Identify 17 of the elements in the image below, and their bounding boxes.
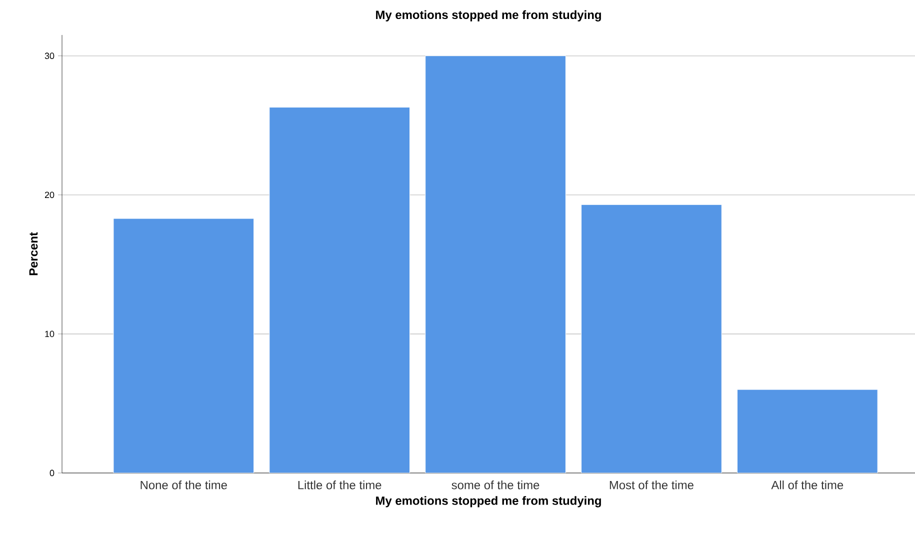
bar xyxy=(736,389,878,473)
bar xyxy=(581,204,722,473)
x-tick-label: Most of the time xyxy=(610,480,694,490)
x-tick-label: All of the time xyxy=(771,480,844,490)
y-axis-title: Percent xyxy=(29,232,38,276)
x-tick-label: some of the time xyxy=(452,480,540,490)
y-tick-label: 10 xyxy=(45,330,54,338)
y-tick-label: 0 xyxy=(50,470,54,476)
x-tick-label: Little of the time xyxy=(298,480,382,490)
x-tick-label: None of the time xyxy=(140,480,227,490)
bar xyxy=(113,218,254,473)
bar xyxy=(269,107,410,473)
bar xyxy=(425,56,566,473)
y-tick-label: 20 xyxy=(44,192,54,198)
chart-title: My emotions stopped me from studying xyxy=(376,10,601,22)
y-tick-label: 30 xyxy=(44,52,54,60)
x-axis-title: My emotions stopped me from studying xyxy=(376,496,601,508)
